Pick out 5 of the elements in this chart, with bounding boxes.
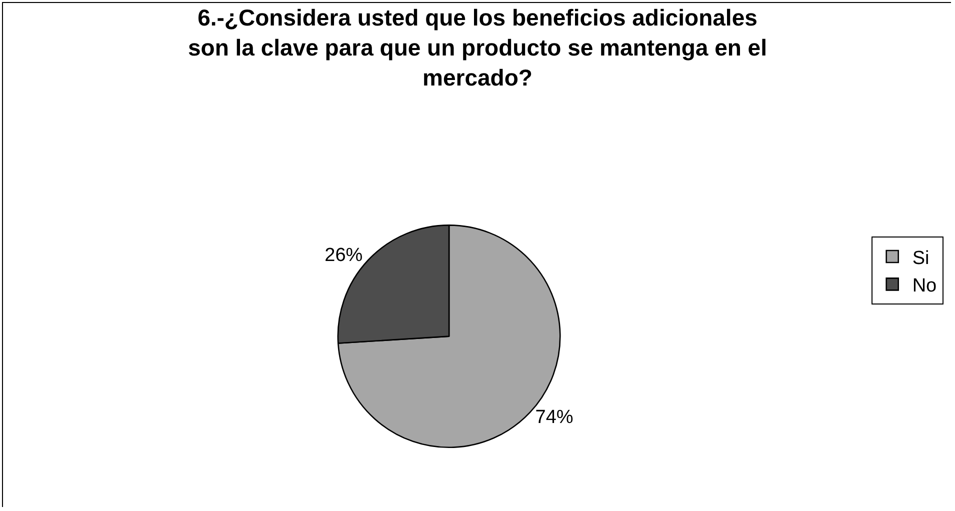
legend-label: No [912, 276, 937, 297]
legend-label: Si [912, 248, 930, 269]
data-label: 26% [324, 244, 363, 266]
data-label: 74% [535, 406, 574, 428]
chart-title: 6.-¿Considera usted que los beneficios adicionales son la clave para que un producto se mantenga en el mercado? [188, 4, 767, 91]
